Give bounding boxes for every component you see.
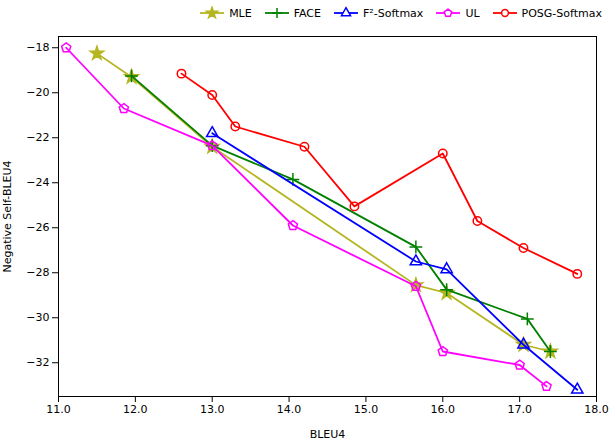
svg-text:16.0: 16.0 bbox=[431, 403, 456, 416]
svg-text:−26: −26 bbox=[26, 221, 49, 234]
svg-text:17.0: 17.0 bbox=[507, 403, 532, 416]
svg-text:−20: −20 bbox=[26, 86, 49, 99]
svg-text:13.0: 13.0 bbox=[200, 403, 225, 416]
html-text:UL: UL bbox=[465, 6, 480, 20]
svg-text:−22: −22 bbox=[26, 131, 49, 144]
svg-text:18.0: 18.0 bbox=[584, 403, 609, 416]
svg-text:−30: −30 bbox=[26, 311, 49, 324]
html-text:POSG-Softmax: POSG-Softmax bbox=[521, 6, 602, 20]
svg-text:−28: −28 bbox=[26, 266, 49, 279]
html-text:FACE: FACE bbox=[293, 6, 321, 20]
svg-text:−18: −18 bbox=[26, 41, 49, 54]
svg-text:14.0: 14.0 bbox=[277, 403, 302, 416]
svg-text:−24: −24 bbox=[26, 176, 49, 189]
svg-text:−32: −32 bbox=[26, 356, 49, 369]
svg-text:11.0: 11.0 bbox=[46, 403, 71, 416]
svg-text:15.0: 15.0 bbox=[354, 403, 379, 416]
html-text:F²-Softmax: F²-Softmax bbox=[363, 6, 424, 20]
svg-text:Negative Self-BLEU4: Negative Self-BLEU4 bbox=[1, 160, 14, 272]
svg-text:12.0: 12.0 bbox=[123, 403, 148, 416]
html-text:MLE: MLE bbox=[229, 6, 252, 20]
svg-text:BLEU4: BLEU4 bbox=[310, 428, 346, 441]
